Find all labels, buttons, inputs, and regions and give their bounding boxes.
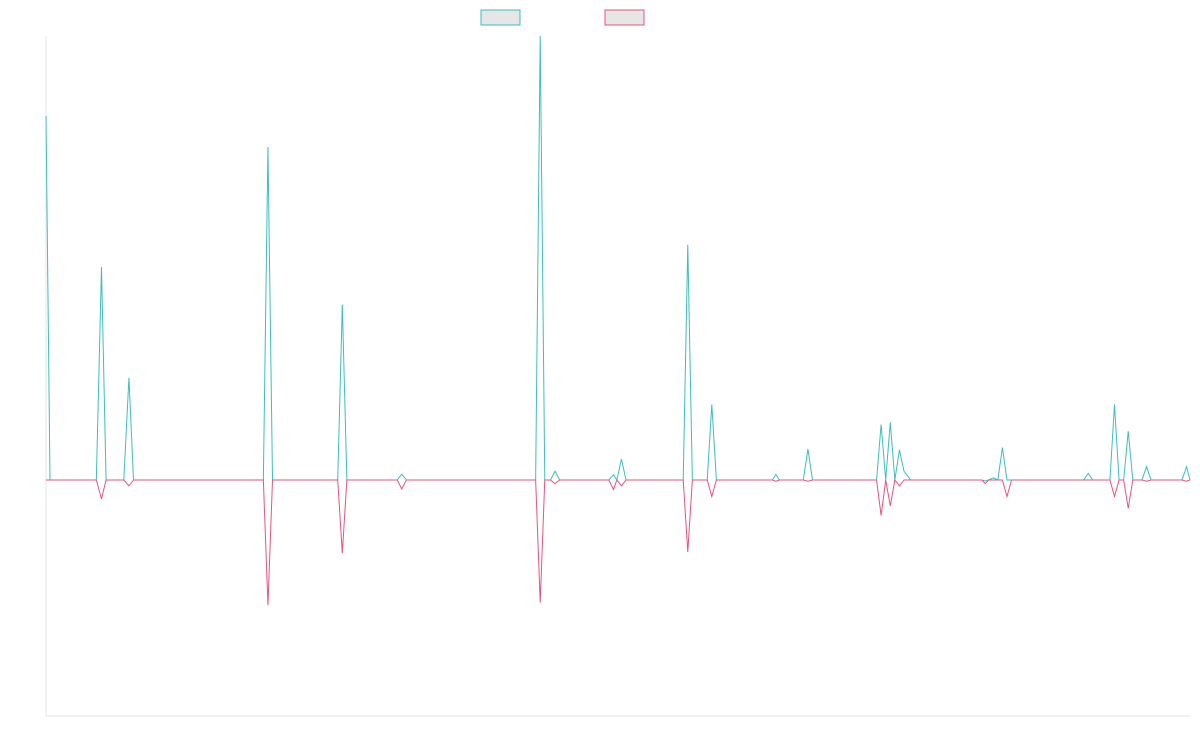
legend-swatch-1[interactable] bbox=[480, 9, 521, 26]
legend-swatch-2[interactable] bbox=[604, 9, 645, 26]
series-layer bbox=[45, 35, 1191, 606]
series-line-2 bbox=[46, 478, 1191, 606]
series-line-1 bbox=[45, 35, 1191, 482]
legend[interactable] bbox=[480, 9, 645, 26]
